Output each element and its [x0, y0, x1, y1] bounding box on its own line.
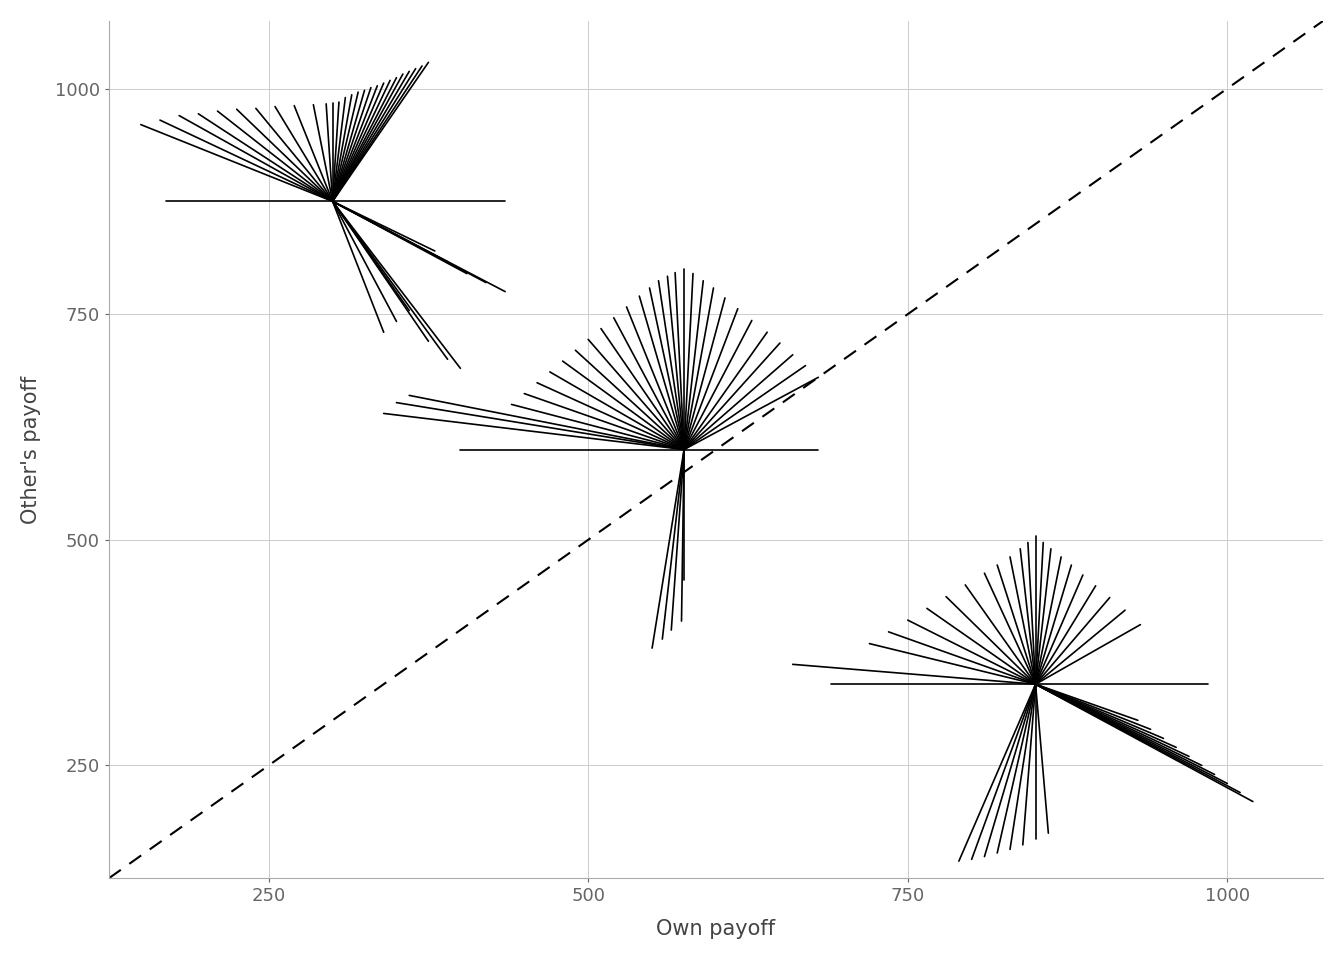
X-axis label: Own payoff: Own payoff [656, 919, 775, 939]
Y-axis label: Other's payoff: Other's payoff [22, 375, 40, 523]
